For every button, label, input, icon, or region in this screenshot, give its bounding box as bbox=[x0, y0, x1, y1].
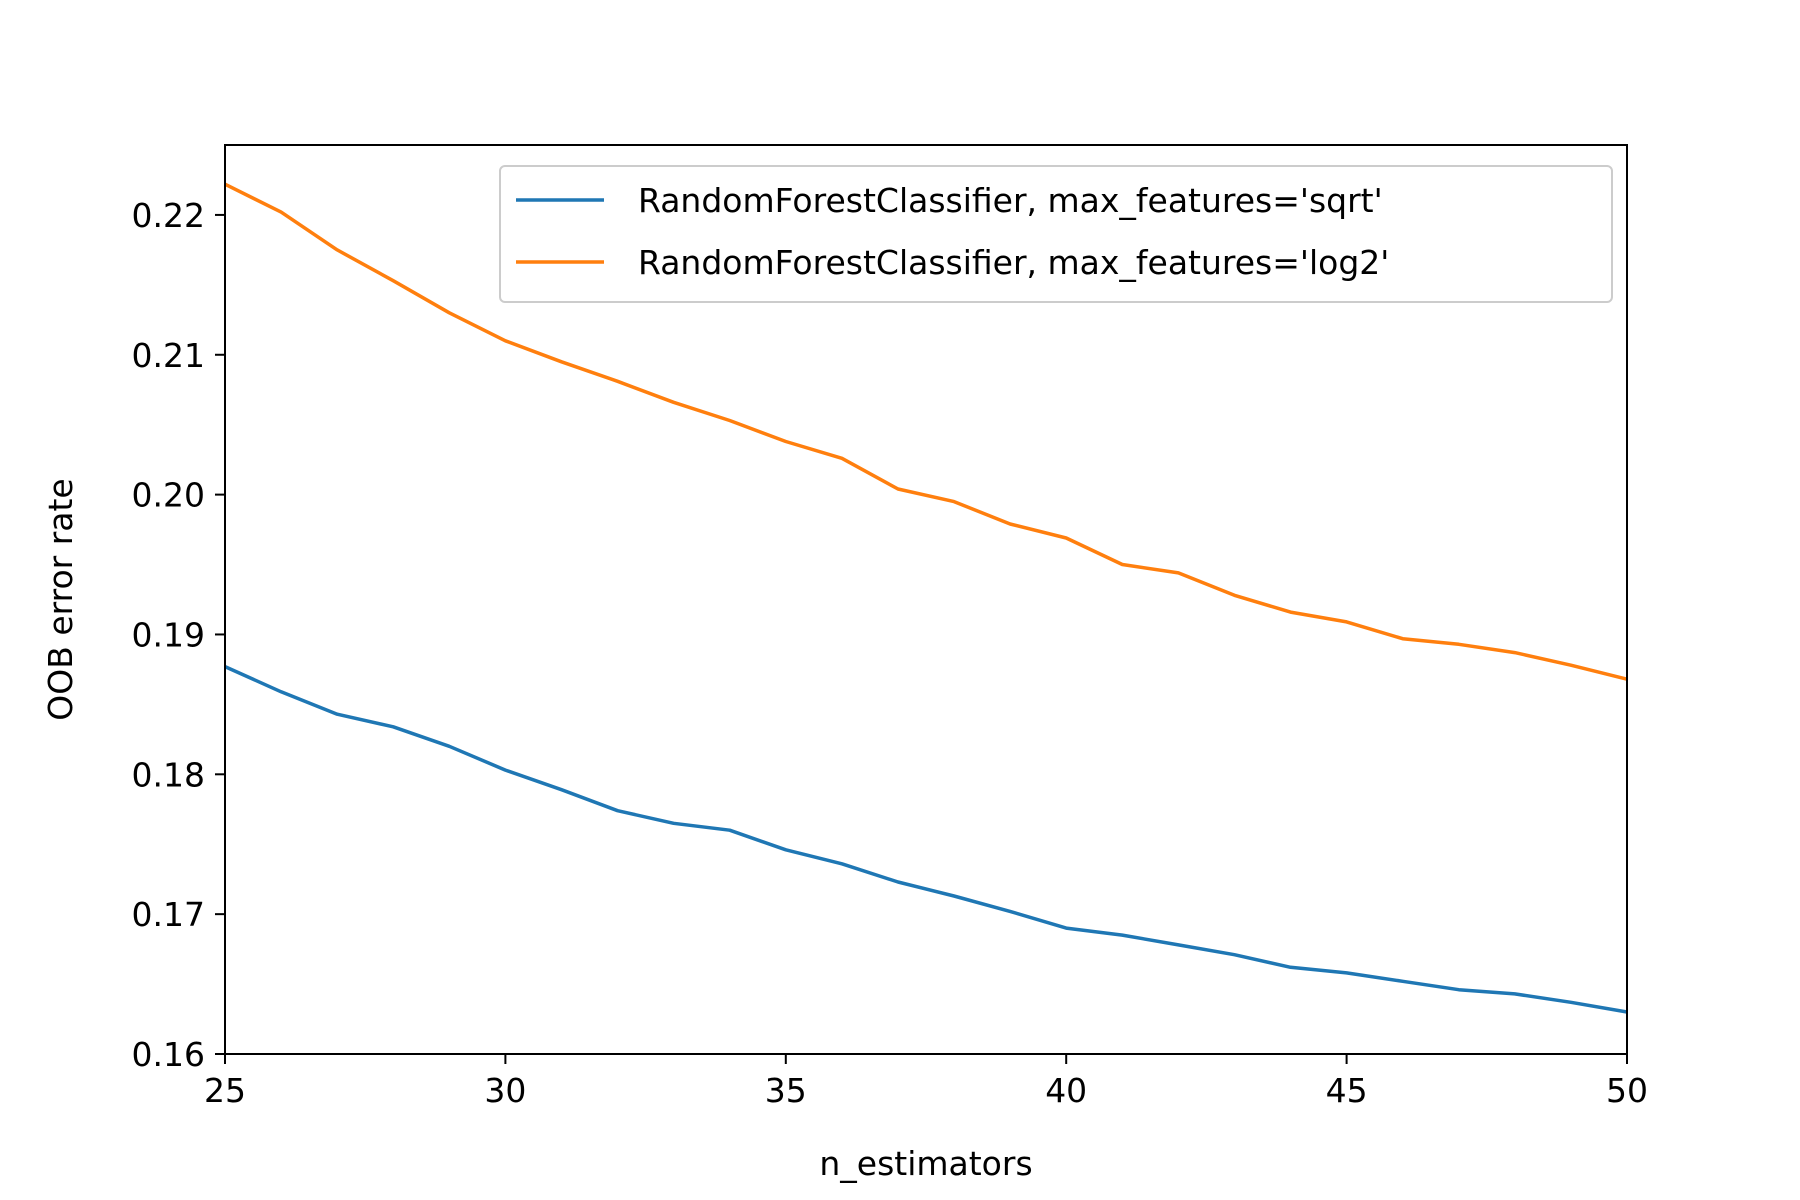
x-axis-label: n_estimators bbox=[819, 1144, 1032, 1183]
y-tick-label: 0.18 bbox=[132, 755, 205, 794]
x-tick-label: 40 bbox=[1045, 1071, 1087, 1110]
x-tick-label: 35 bbox=[765, 1071, 807, 1110]
legend-label-2: RandomForestClassifier, max_features='lo… bbox=[638, 243, 1389, 282]
legend: RandomForestClassifier, max_features='sq… bbox=[499, 165, 1613, 303]
y-tick-label: 0.19 bbox=[132, 615, 205, 654]
y-axis-ticks: 0.16 0.17 0.18 0.19 0.20 0.21 0.22 bbox=[132, 196, 225, 1074]
y-tick-label: 0.17 bbox=[132, 895, 205, 934]
x-axis-ticks: 25 30 35 40 45 50 bbox=[204, 1054, 1648, 1110]
x-tick-label: 45 bbox=[1326, 1071, 1368, 1110]
y-tick-label: 0.21 bbox=[132, 336, 205, 375]
x-tick-label: 50 bbox=[1606, 1071, 1648, 1110]
plot-area-frame bbox=[224, 144, 1628, 1055]
series-lines bbox=[224, 182, 1628, 1014]
series-line-2 bbox=[224, 182, 1628, 681]
legend-label-1: RandomForestClassifier, max_features='sq… bbox=[638, 181, 1383, 220]
x-tick-label: 25 bbox=[204, 1071, 246, 1110]
y-tick-label: 0.22 bbox=[132, 196, 205, 235]
y-tick-label: 0.16 bbox=[132, 1035, 205, 1074]
legend-box bbox=[499, 165, 1613, 303]
x-tick-label: 30 bbox=[484, 1071, 526, 1110]
y-tick-label: 0.20 bbox=[132, 476, 205, 515]
y-axis-label: OOB error rate bbox=[41, 478, 80, 721]
series-line-1 bbox=[224, 665, 1628, 1014]
